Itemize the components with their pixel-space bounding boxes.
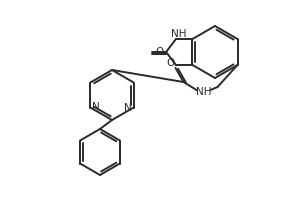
Text: NH: NH (171, 29, 187, 39)
Text: NH: NH (196, 87, 211, 97)
Text: O: O (155, 47, 163, 57)
Text: O: O (167, 58, 175, 68)
Text: N: N (92, 102, 100, 112)
Text: N: N (124, 103, 131, 112)
